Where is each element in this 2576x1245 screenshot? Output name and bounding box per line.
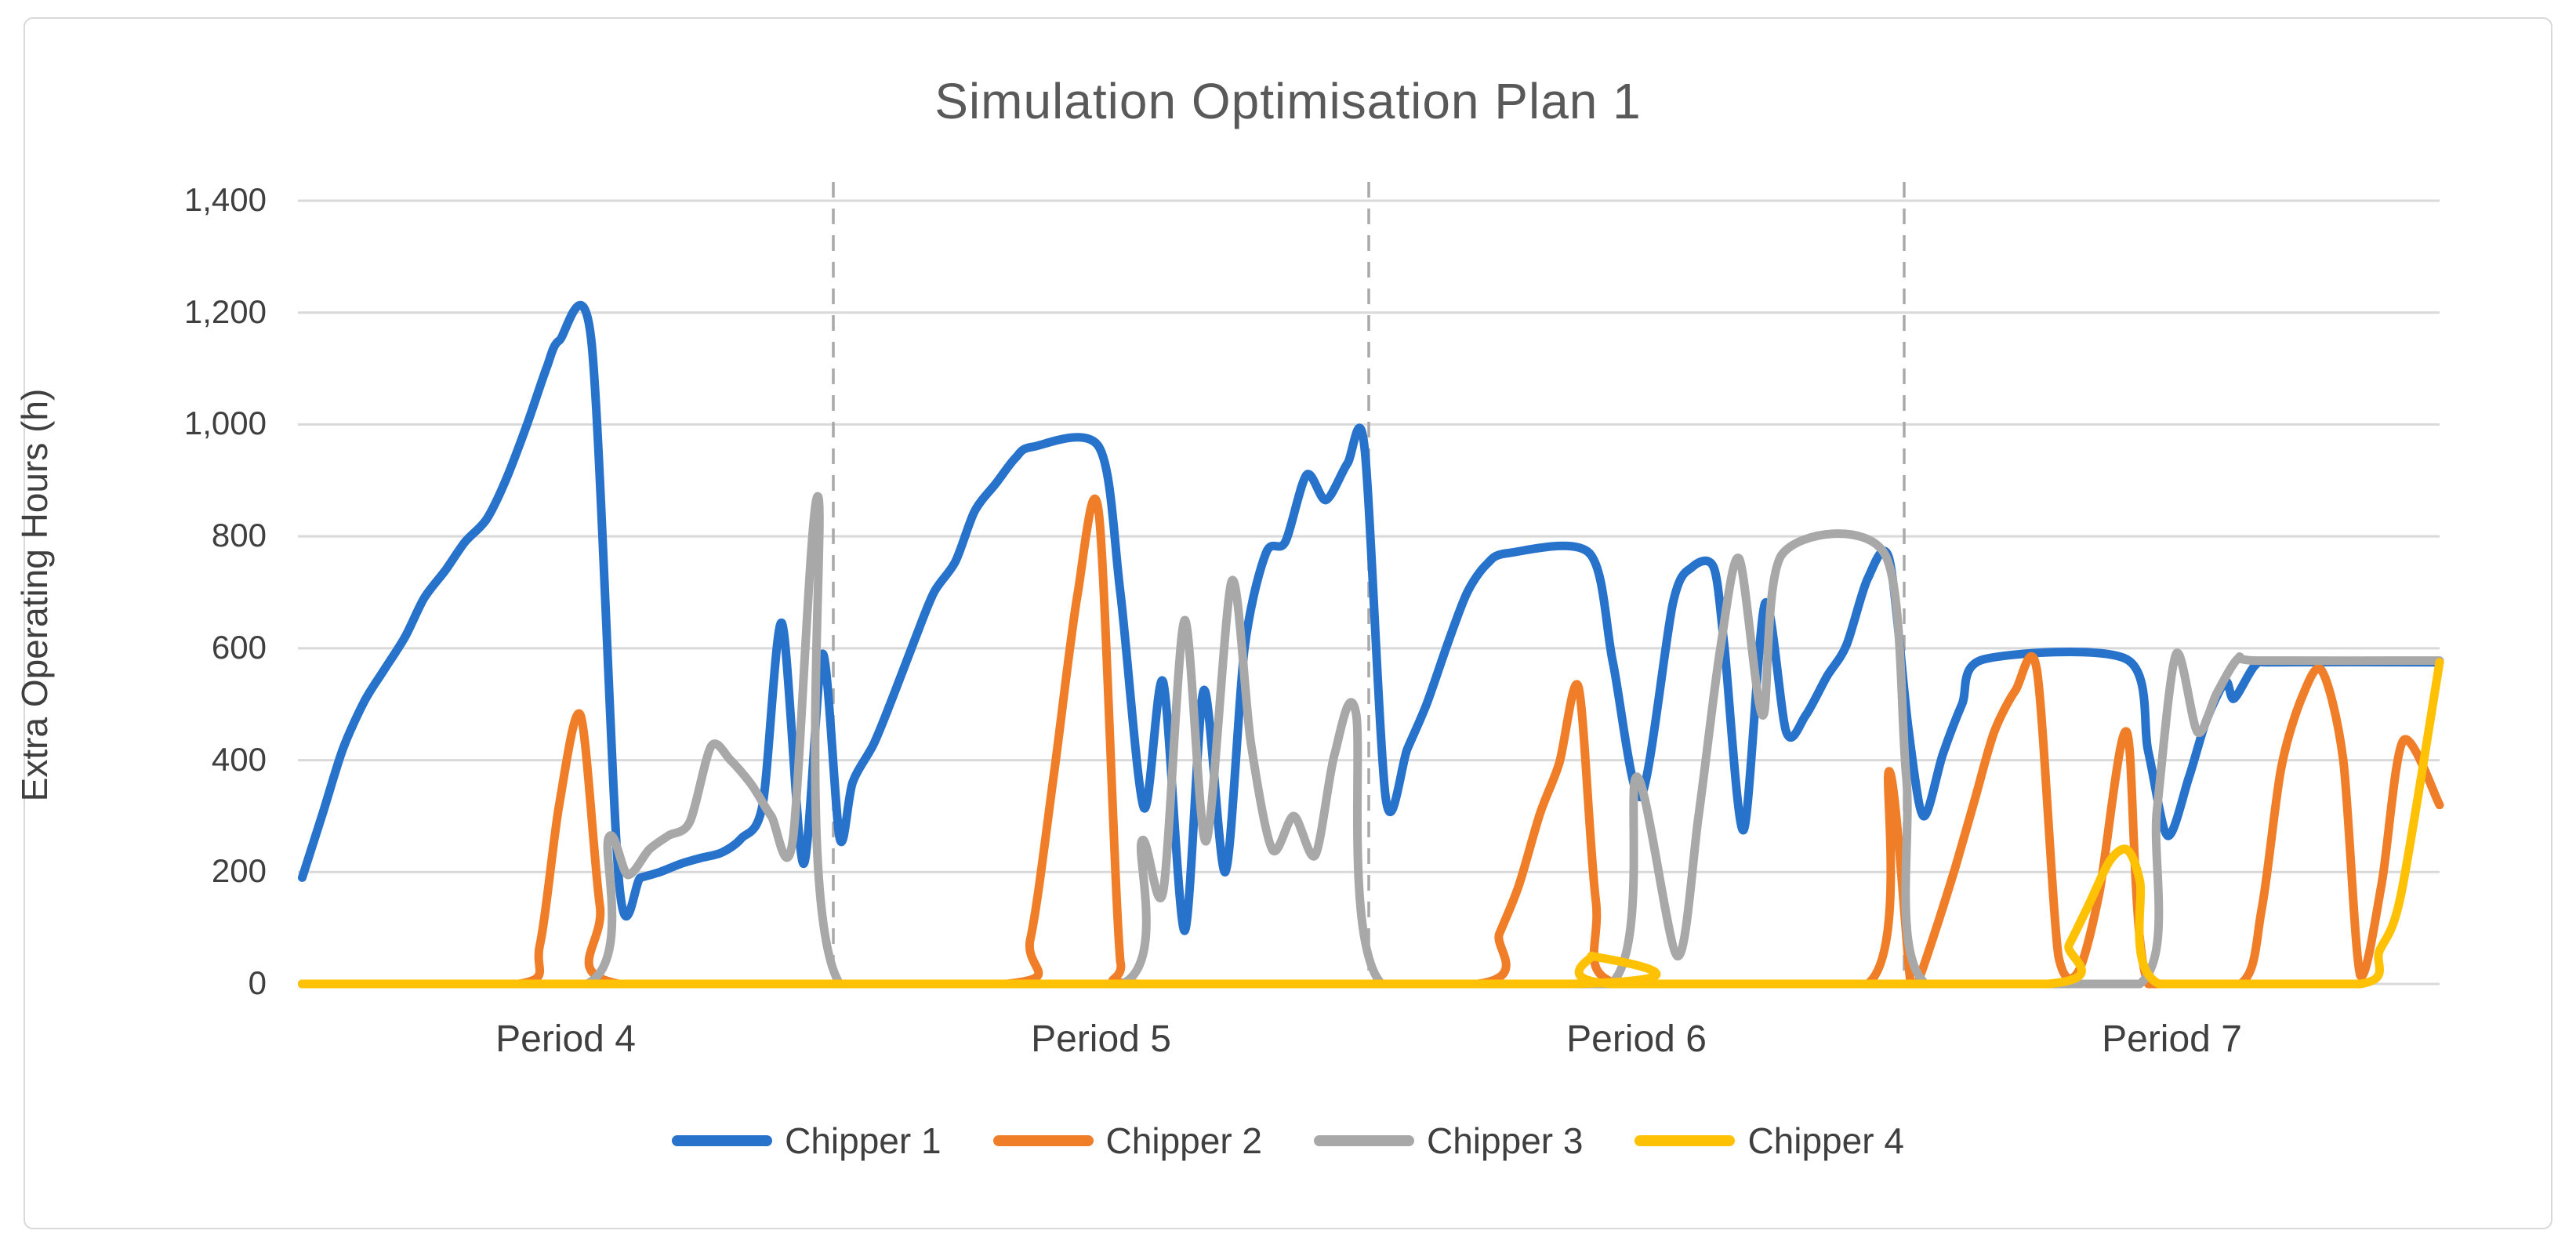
legend-swatch-icon (672, 1135, 773, 1146)
legend-label: Chipper 1 (785, 1120, 942, 1161)
x-label-period-6: Period 6 (1566, 1018, 1707, 1060)
series-line-3-chipper-3 (297, 492, 2444, 989)
series-line-4-chipper-4 (297, 658, 2444, 989)
legend-item-chipper-4: Chipper 4 (1634, 1120, 1904, 1162)
y-tick-label-1200: 1,200 (183, 292, 267, 330)
legend-label: Chipper 3 (1427, 1120, 1584, 1161)
legend-swatch-icon (992, 1135, 1094, 1146)
y-tick-label-800: 800 (211, 517, 267, 554)
y-tick-label-1400: 1,400 (183, 181, 267, 218)
legend-item-chipper-1: Chipper 1 (672, 1120, 942, 1162)
chart-title: Simulation Optimisation Plan 1 (934, 73, 1642, 129)
legend-item-chipper-2: Chipper 2 (992, 1120, 1262, 1162)
legend-label: Chipper 2 (1105, 1120, 1262, 1161)
x-label-period-4: Period 4 (495, 1018, 636, 1060)
x-label-period-7: Period 7 (2102, 1018, 2242, 1060)
x-label-period-5: Period 5 (1031, 1018, 1171, 1060)
y-tick-label-400: 400 (211, 740, 267, 778)
y-tick-label-600: 600 (211, 628, 267, 666)
chart-border (24, 17, 2552, 1229)
series-line-1-chipper-1 (297, 300, 2444, 935)
y-tick-label-200: 200 (211, 852, 267, 890)
legend-swatch-icon (1314, 1135, 1414, 1146)
legend-swatch-icon (1634, 1135, 1736, 1146)
y-tick-label-1000: 1,000 (183, 405, 267, 442)
legend: Chipper 1 Chipper 2 Chipper 3 Chipper 4 (0, 1120, 2576, 1162)
legend-item-chipper-3: Chipper 3 (1314, 1120, 1583, 1162)
legend-label: Chipper 4 (1747, 1120, 1904, 1161)
y-tick-label-0: 0 (248, 964, 267, 1001)
